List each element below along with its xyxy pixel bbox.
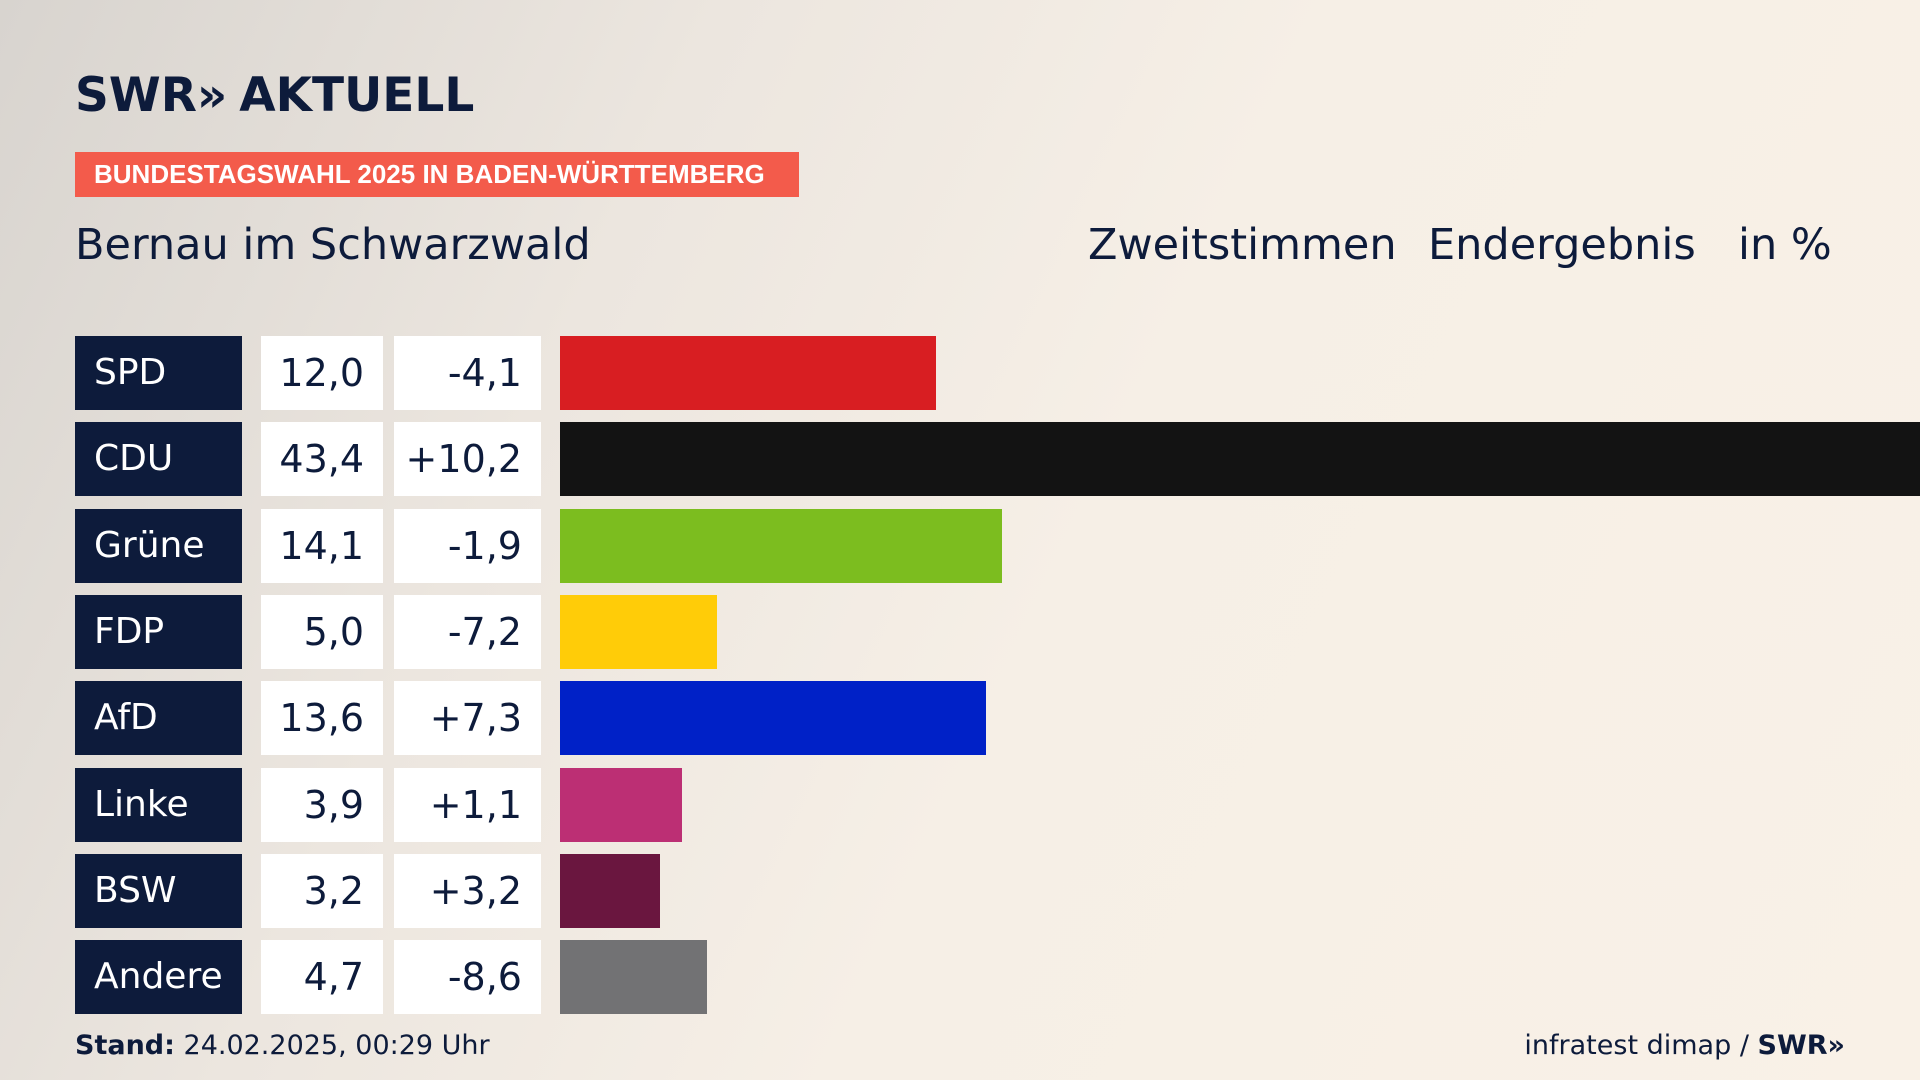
vote-share-change: +7,3 bbox=[394, 681, 541, 756]
party-label: Linke bbox=[75, 767, 242, 842]
vote-share-change: -4,1 bbox=[394, 336, 541, 410]
timestamp: Stand: 24.02.2025, 00:29 Uhr bbox=[75, 1030, 490, 1061]
vote-share-value: 14,1 bbox=[261, 508, 383, 583]
election-kicker: BUNDESTAGSWAHL 2025 IN BADEN-WÜRTTEMBERG bbox=[75, 152, 799, 197]
result-type-label: Endergebnis bbox=[1428, 220, 1696, 270]
party-label: FDP bbox=[75, 594, 242, 669]
party-label: Grüne bbox=[75, 508, 242, 583]
result-bar bbox=[560, 940, 708, 1015]
party-label: CDU bbox=[75, 422, 242, 497]
logo-aktuell-text: AKTUELL bbox=[239, 68, 475, 123]
party-label: Andere bbox=[75, 940, 242, 1015]
result-bar bbox=[560, 594, 717, 669]
vote-share-change: +10,2 bbox=[394, 422, 541, 497]
vote-share-change: +1,1 bbox=[394, 767, 541, 842]
result-bar bbox=[560, 508, 1002, 583]
vote-share-change: +3,2 bbox=[394, 853, 541, 928]
result-bar bbox=[560, 767, 683, 842]
party-label: AfD bbox=[75, 681, 242, 756]
timestamp-value: 24.02.2025, 00:29 Uhr bbox=[183, 1030, 490, 1061]
unit-label: in % bbox=[1738, 220, 1832, 270]
source-credit: infratest dimap / SWR» bbox=[1524, 1030, 1845, 1061]
result-bar bbox=[560, 853, 661, 928]
vote-share-value: 43,4 bbox=[261, 422, 383, 497]
vote-share-change: -7,2 bbox=[394, 594, 541, 669]
vote-share-value: 5,0 bbox=[261, 594, 383, 669]
logo-chevron-icon: » bbox=[196, 68, 228, 123]
vote-type-label: Zweitstimmen bbox=[1088, 220, 1397, 270]
swr-aktuell-logo: SWR» AKTUELL bbox=[75, 68, 474, 123]
vote-share-value: 4,7 bbox=[261, 940, 383, 1015]
source-brand-logo: SWR» bbox=[1757, 1030, 1845, 1061]
result-bar bbox=[560, 336, 937, 410]
logo-swr-text: SWR bbox=[75, 68, 197, 123]
vote-share-value: 12,0 bbox=[261, 336, 383, 410]
vote-share-change: -8,6 bbox=[394, 940, 541, 1015]
source-text: infratest dimap / bbox=[1524, 1030, 1749, 1061]
vote-share-value: 3,9 bbox=[261, 767, 383, 842]
timestamp-label: Stand: bbox=[75, 1030, 175, 1061]
municipality-title: Bernau im Schwarzwald bbox=[75, 220, 591, 270]
party-label: BSW bbox=[75, 853, 242, 928]
vote-share-change: -1,9 bbox=[394, 508, 541, 583]
result-bar bbox=[560, 422, 1920, 497]
vote-share-value: 3,2 bbox=[261, 853, 383, 928]
party-label: SPD bbox=[75, 336, 242, 410]
result-bar bbox=[560, 681, 987, 756]
vote-share-value: 13,6 bbox=[261, 681, 383, 756]
